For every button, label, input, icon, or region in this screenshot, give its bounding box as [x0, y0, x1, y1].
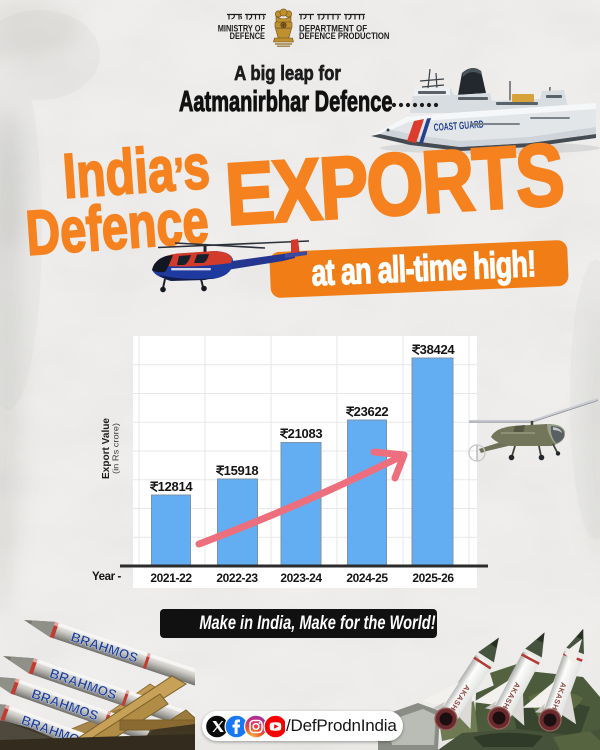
svg-text:DEFENCE PRODUCTION: DEFENCE PRODUCTION: [299, 30, 389, 41]
svg-text:MINISTRY OF: MINISTRY OF: [218, 22, 265, 33]
svg-text:(in Rs crore): (in Rs crore): [112, 423, 121, 474]
svg-text:COAST GUARD: COAST GUARD: [433, 119, 484, 134]
svg-text:DEPARTMENT OF: DEPARTMENT OF: [299, 23, 368, 34]
svg-text:DEFENCE: DEFENCE: [230, 30, 266, 41]
svg-text:Export Value: Export Value: [100, 418, 112, 479]
